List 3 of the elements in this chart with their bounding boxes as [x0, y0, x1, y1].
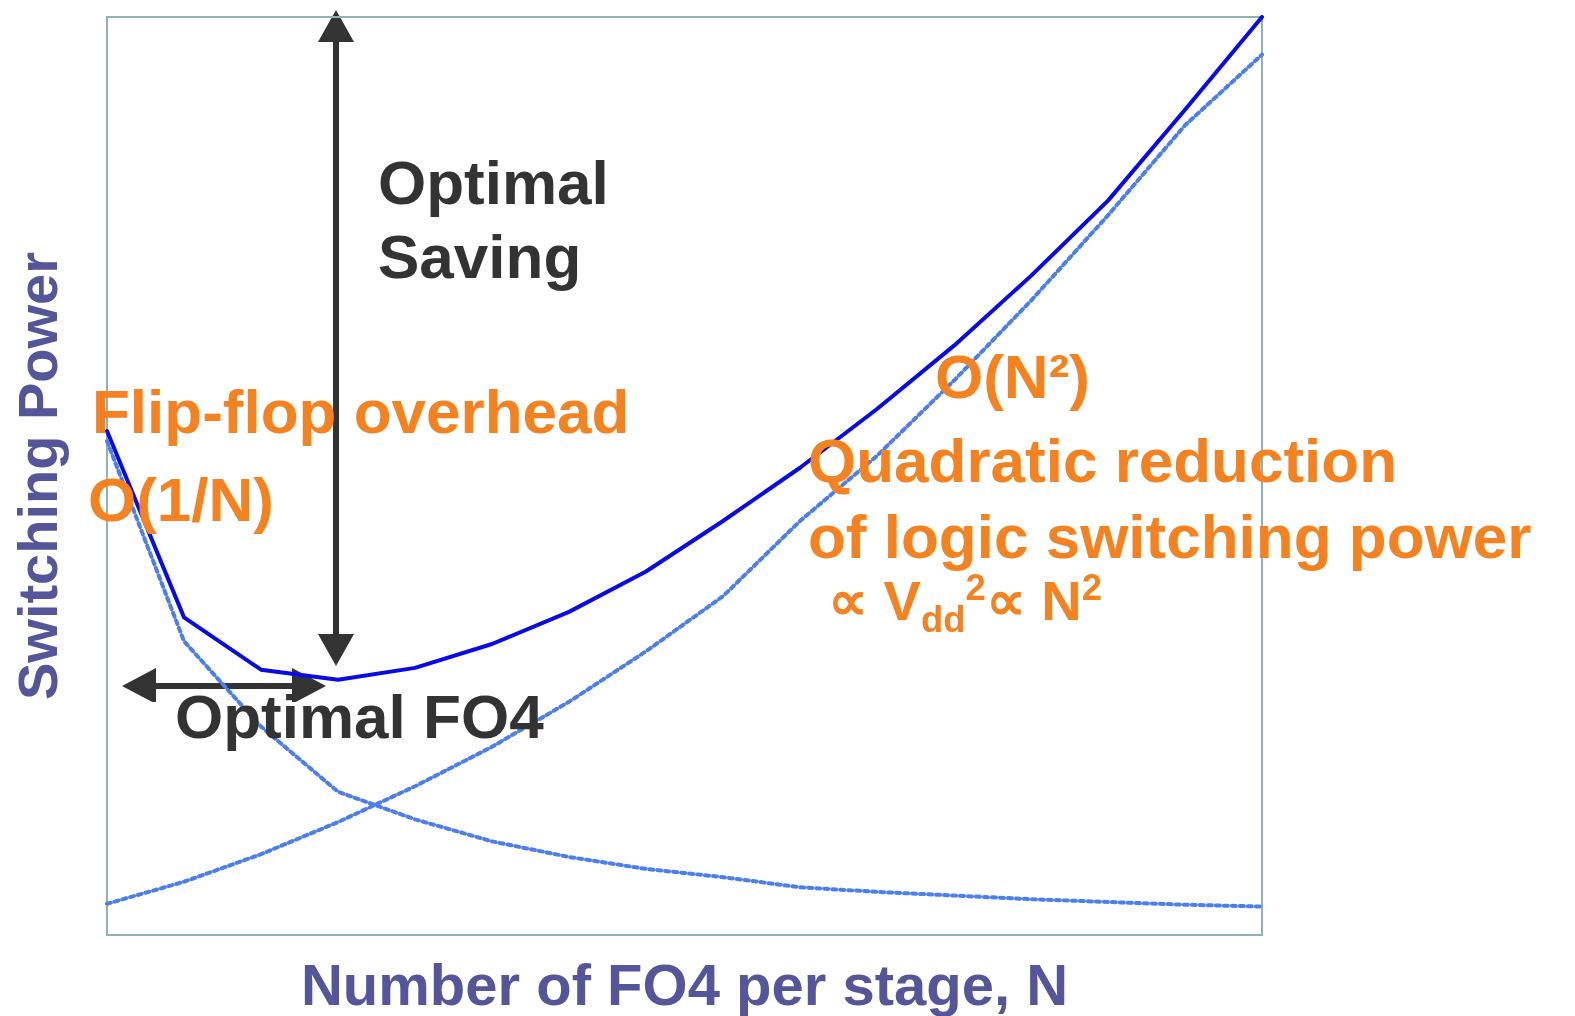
annotation: of logic switching power: [808, 501, 1532, 573]
annotation: Optimal Saving: [378, 147, 610, 294]
y-axis-title: Switching Power: [5, 251, 69, 701]
